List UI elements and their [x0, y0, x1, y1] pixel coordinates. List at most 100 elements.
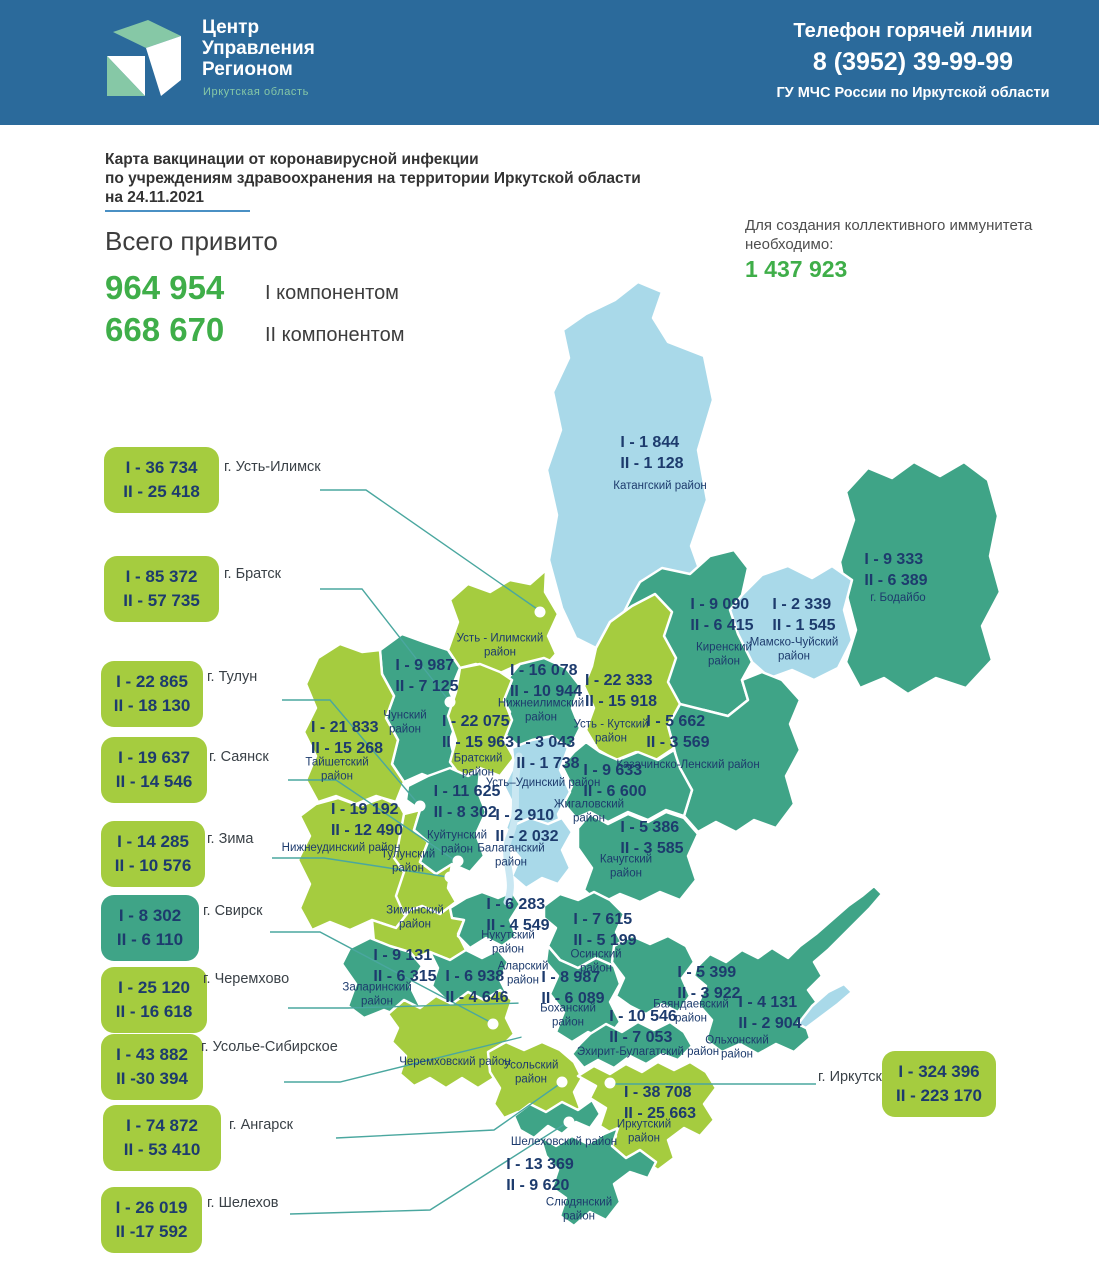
callout-dose2-ust-ilimsk: II - 25 418	[123, 482, 200, 502]
city-label-svirsk: г. Свирск	[203, 903, 263, 919]
callout-box-zima: I - 14 285 II - 10 576	[101, 821, 205, 888]
city-label-sayansk: г. Саянск	[209, 749, 269, 765]
callout-dose1-zima: I - 14 285	[117, 832, 189, 851]
callout-box-angarsk: I - 74 872 II - 53 410	[103, 1105, 221, 1172]
callout-dose2-tulun: II - 18 130	[113, 696, 191, 716]
region-dose2-balagansky: II - 2 032	[495, 828, 559, 845]
region-dose2-bayandaevsky: II - 3 922	[677, 985, 741, 1002]
city-label-usolye: г. Усолье-Сибирское	[201, 1039, 338, 1055]
region-dose2-kirensky: II - 6 415	[690, 617, 754, 634]
region-shape-slyudyansky	[538, 1126, 658, 1228]
region-shape-zhigalovsky	[560, 740, 694, 824]
region-dose2-kazachinsko-lensky: II - 3 569	[646, 734, 710, 751]
region-dose1-chunsky: I - 9 987	[395, 657, 455, 675]
region-name-usolsky: Усольский район	[503, 1059, 559, 1085]
region-name-bratsky: Братский район	[453, 752, 503, 778]
region-dose2-bratsky: II - 15 963	[441, 734, 515, 751]
region-values-osinsky: I - 7 615 II - 5 199	[573, 910, 636, 952]
hotline-block: Телефон горячей линии 8 (3952) 39-99-99 …	[753, 20, 1073, 101]
city-label-irkutsk: г. Иркутск	[818, 1069, 882, 1085]
city-marker-usolye	[521, 1031, 533, 1043]
city-marker-zima	[444, 871, 456, 883]
region-values-kazachinsko-lensky: I - 5 662 II - 3 569	[646, 712, 709, 754]
hotline-org: ГУ МЧС России по Иркутской области	[776, 85, 1050, 101]
region-name-nizhneudinsky: Нижнеудинский район	[281, 842, 401, 855]
region-dose2-nizhneilimsky: II - 10 944	[509, 683, 583, 700]
immunity-line2: необходимо:	[745, 236, 834, 253]
region-name-bayandaevsky: Баяндаевский район	[653, 998, 729, 1024]
callout-dose1-angarsk: I - 74 872	[126, 1116, 198, 1135]
region-name-alarsky: Аларский район	[497, 960, 549, 986]
callout-dose2-angarsk: II - 53 410	[123, 1140, 201, 1160]
callout-dose2-sayansk: II - 14 546	[115, 772, 193, 792]
city-marker-svirsk	[487, 1018, 499, 1030]
region-dose1-slyudyansky: I - 13 369	[506, 1156, 574, 1174]
city-marker-shelekhov	[563, 1116, 575, 1128]
callout-box-shelekhov: I - 26 019 II -17 592	[101, 1187, 202, 1254]
region-values-zhigalovsky: I - 9 633 II - 6 600	[583, 761, 646, 803]
region-name-cheremkhovsky: Черемховский район	[399, 1056, 511, 1069]
region-name-slyudyansky: Слюдянский район	[545, 1196, 613, 1222]
region-dose1-nizhneilimsky: I - 16 078	[509, 662, 578, 680]
region-name-ust-ilimsky: Усть - Илимский район	[456, 632, 544, 658]
city-label-ust-ilimsk: г. Усть-Илимск	[224, 459, 321, 475]
region-name-irkutsky: Иркутский район	[616, 1118, 672, 1144]
region-name-mamsko-chuysky: Мамско-Чуйский район	[749, 636, 839, 662]
region-dose2-nukutsky: II - 4 549	[486, 917, 550, 934]
region-name-ust-udinsky: Усть–Удинский район	[485, 777, 601, 790]
region-name-olkhonsky: Ольхонский район	[705, 1034, 769, 1060]
region-dose1-kachugsky: I - 5 386	[620, 819, 680, 837]
region-name-zalarinsky: Заларинский район	[342, 981, 412, 1007]
region-values-kuytunsky: I - 11 625 II - 8 302	[434, 782, 501, 824]
page-title-line3: на 24.11.2021	[105, 189, 205, 206]
dose2-total-label: II компонентом	[265, 324, 405, 346]
totals-block: Всего привито 964 954 I компонентом 668 …	[105, 226, 405, 349]
region-shape-bratsky	[446, 662, 516, 780]
region-dose2-zalarinsky: II - 6 315	[373, 968, 437, 985]
region-dose2-kuytunsky: II - 8 302	[433, 804, 497, 821]
region-values-chunsky: I - 9 987 II - 7 125	[395, 656, 458, 698]
region-dose1-ust-kutsky: I - 22 333	[584, 672, 653, 690]
region-name-ziminsky: Зиминский район	[386, 904, 444, 930]
region-dose1-kuytunsky: I - 11 625	[433, 783, 501, 801]
callout-box-svirsk: I - 8 302 II - 6 110	[101, 895, 199, 962]
region-name-nukutsky: Нукутский район	[481, 929, 535, 955]
region-dose2-bodaibo: II - 6 389	[864, 572, 928, 589]
region-name-shelekhovsky: Шелеховский район	[510, 1136, 618, 1149]
city-label-shelekhov: г. Шелехов	[207, 1195, 279, 1211]
region-values-bratsky: I - 22 075 II - 15 963	[442, 712, 514, 754]
region-dose1-kirensky: I - 9 090	[690, 596, 750, 614]
region-shape-olkhonsky	[692, 884, 884, 1056]
immunity-value: 1 437 923	[745, 256, 848, 282]
region-dose1-irkutsky: I - 38 708	[623, 1084, 692, 1102]
region-dose1-ekhirit-bulagatsky: I - 10 546	[609, 1008, 677, 1026]
callout-dose2-shelekhov: II -17 592	[115, 1222, 188, 1242]
region-dose2-olkhonsky: II - 2 904	[738, 1015, 802, 1032]
region-shape-nukutsky	[448, 890, 522, 950]
hotline-phone: 8 (3952) 39-99-99	[812, 48, 1014, 76]
region-shape-taishetsky	[302, 642, 406, 806]
hotline-title: Телефон горячей линии	[793, 20, 1033, 42]
region-values-ust-kutsky: I - 22 333 II - 15 918	[585, 671, 657, 713]
totals-dose1-row: 964 954 I компонентом	[105, 269, 405, 307]
city-marker-angarsk	[556, 1076, 568, 1088]
region-dose2-ekhirit-bulagatsky: II - 7 053	[609, 1029, 673, 1046]
region-values-kachugsky: I - 5 386 II - 3 585	[620, 818, 683, 860]
region-name-osinsky: Осинский район	[570, 948, 622, 974]
callout-box-tulun: I - 22 865 II - 18 130	[101, 661, 203, 728]
region-dose2-ust-udinsky: II - 1 738	[516, 755, 580, 772]
region-dose2-chunsky: II - 7 125	[395, 678, 459, 695]
callout-line-zima	[272, 857, 449, 878]
callout-dose2-zima: II - 10 576	[114, 856, 192, 876]
region-dose1-osinsky: I - 7 615	[573, 911, 633, 929]
region-dose1-mamsko-chuysky: I - 2 339	[772, 596, 832, 614]
region-name-kuytunsky: Куйтунский район	[427, 829, 487, 855]
region-shape-irkutsky	[576, 1060, 718, 1172]
city-marker-cheremkhovo	[518, 997, 530, 1009]
region-name-ekhirit-bulagatsky: Эхирит-Булагатский район	[576, 1046, 720, 1059]
region-shape-kuytunsky	[404, 766, 488, 876]
region-name-kachugsky: Качугский район	[599, 853, 653, 879]
region-values-bayandaevsky: I - 5 399 II - 3 922	[677, 963, 740, 1005]
region-shape-bayandaevsky	[610, 934, 696, 1016]
region-shape-bodaibo	[838, 460, 1002, 696]
